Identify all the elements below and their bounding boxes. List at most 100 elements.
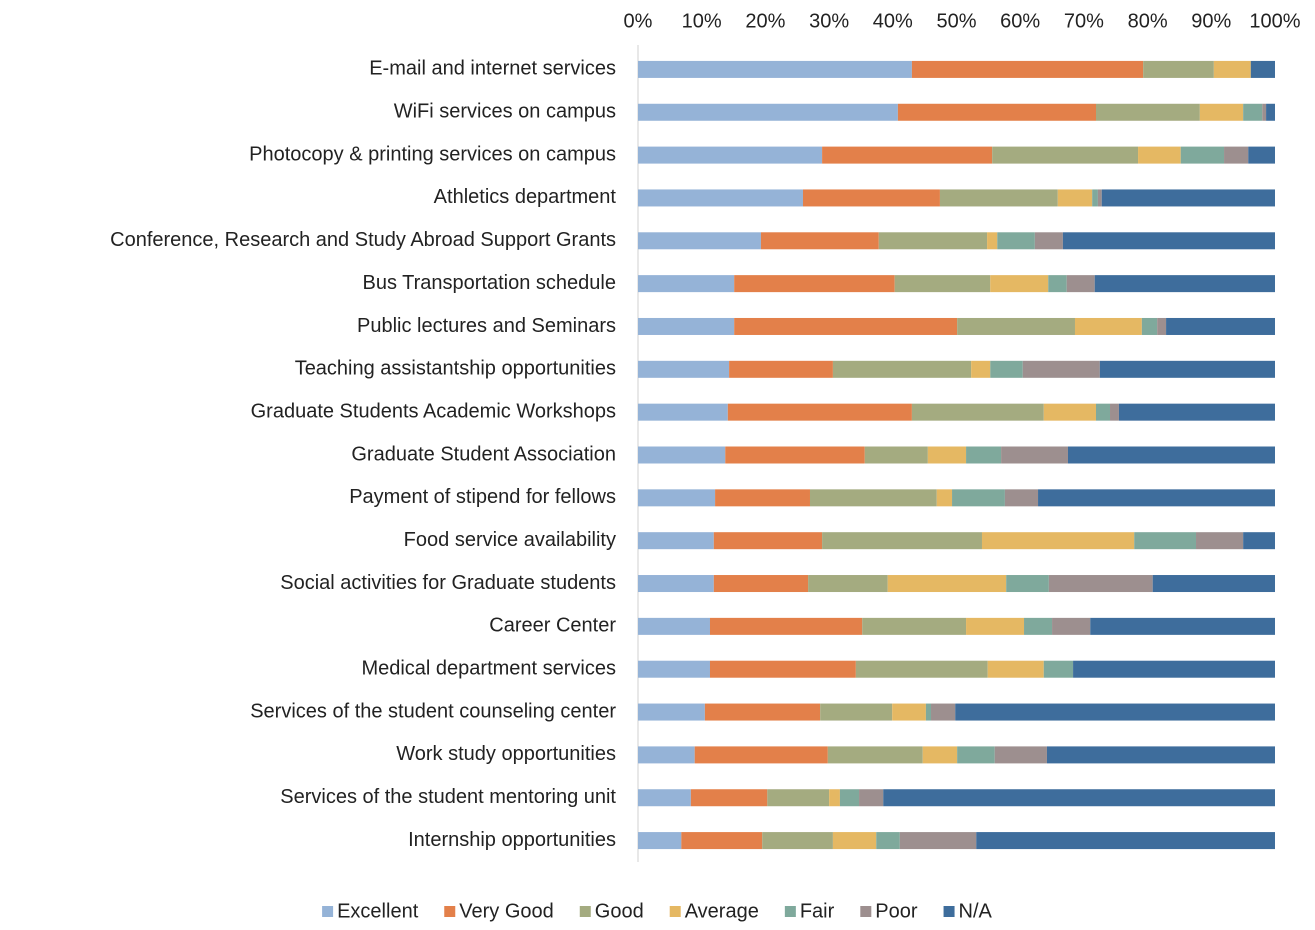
x-tick-label: 40% <box>873 10 913 32</box>
bar-segment <box>727 403 912 421</box>
bar-segment <box>855 660 988 678</box>
bar-segment <box>638 232 761 250</box>
bar-segment <box>1048 275 1067 293</box>
bar-segment <box>1043 403 1097 421</box>
bar-segment <box>809 489 937 507</box>
bar-segment <box>1224 146 1249 164</box>
bar-segment <box>822 146 993 164</box>
bar-segment <box>1152 575 1275 593</box>
bar-segment <box>1046 746 1275 764</box>
legend-label: N/A <box>959 900 993 922</box>
y-tick-label: Bus Transportation schedule <box>363 272 617 294</box>
bar-segment <box>713 532 823 550</box>
bar-segment <box>694 746 828 764</box>
y-tick-label: Payment of stipend for fellows <box>349 486 616 508</box>
bar-segment <box>862 617 967 635</box>
bar-segment <box>638 446 726 464</box>
bar-segment <box>760 232 879 250</box>
bar-segment <box>820 703 893 721</box>
bar-segment <box>839 789 860 807</box>
bar-segment <box>1052 617 1091 635</box>
bar-segment <box>952 489 1005 507</box>
bar-segment <box>1138 146 1181 164</box>
bar-segment <box>1262 103 1267 121</box>
bar-segment <box>936 489 953 507</box>
y-tick-label: Athletics department <box>434 186 617 208</box>
bar-segment <box>957 746 995 764</box>
bar-segment <box>971 360 991 378</box>
legend-swatch <box>322 906 334 917</box>
y-tick-label: E-mail and internet services <box>369 58 616 80</box>
bar-segment <box>709 617 863 635</box>
bar-segment <box>1101 189 1275 207</box>
legend-swatch <box>860 906 872 917</box>
bar-segment <box>713 575 809 593</box>
bar-segment <box>892 703 926 721</box>
legend-swatch <box>943 906 955 917</box>
bar-segment <box>1074 317 1142 335</box>
bar-segment <box>931 703 956 721</box>
bar-segment <box>704 703 821 721</box>
bar-segment <box>734 275 895 293</box>
legend-label: Poor <box>875 900 918 922</box>
bar-segment <box>832 360 972 378</box>
legend-swatch <box>784 906 796 917</box>
y-tick-label: Public lectures and Seminars <box>357 315 616 337</box>
bar-segment <box>1157 317 1167 335</box>
bar-segment <box>922 746 958 764</box>
bar-segment <box>638 403 728 421</box>
bar-segment <box>1034 232 1063 250</box>
bar-segment <box>638 617 710 635</box>
bar-segment <box>638 789 691 807</box>
legend-label: Fair <box>800 900 835 922</box>
bar-segment <box>987 232 998 250</box>
bar-segment <box>638 575 714 593</box>
bar-segment <box>1266 103 1275 121</box>
bar-segment <box>762 832 833 850</box>
bar-segment <box>1166 317 1275 335</box>
y-tick-label: Social activities for Graduate students <box>280 572 616 594</box>
bar-segment <box>927 446 967 464</box>
bar-segment <box>1090 617 1275 635</box>
bar-segment <box>899 832 977 850</box>
bar-segment <box>997 232 1035 250</box>
bar-segment <box>1096 403 1111 421</box>
bar-segment <box>981 532 1135 550</box>
bar-segment <box>1006 575 1049 593</box>
bar-segment <box>832 832 877 850</box>
legend-swatch <box>669 906 681 917</box>
bar-segment <box>638 660 710 678</box>
y-tick-label: Graduate Students Academic Workshops <box>251 400 616 422</box>
bar-segment <box>990 275 1049 293</box>
y-tick-label: Services of the student mentoring unit <box>280 786 616 808</box>
bar-segment <box>690 789 768 807</box>
bar-segment <box>638 275 735 293</box>
bar-segment <box>1110 403 1119 421</box>
bar-segment <box>894 275 991 293</box>
bar-segment <box>1248 146 1275 164</box>
bar-segment <box>897 103 1097 121</box>
bar-segment <box>1143 60 1214 78</box>
bar-segment <box>802 189 940 207</box>
legend-label: Very Good <box>459 900 554 922</box>
bar-segment <box>638 832 682 850</box>
bar-segment <box>1118 403 1275 421</box>
y-tick-label: Food service availability <box>404 529 616 551</box>
bar-segment <box>1038 489 1275 507</box>
bar-segment <box>1001 446 1068 464</box>
legend-label: Good <box>595 900 644 922</box>
bar-segment <box>955 703 1275 721</box>
bar-segment <box>638 146 823 164</box>
bar-segment <box>808 575 888 593</box>
bar-segment <box>822 532 982 550</box>
bar-segment <box>829 789 840 807</box>
x-tick-label: 80% <box>1128 10 1168 32</box>
x-tick-label: 70% <box>1064 10 1104 32</box>
x-tick-label: 20% <box>745 10 785 32</box>
bar-segment <box>1141 317 1158 335</box>
bar-segment <box>734 317 958 335</box>
bar-segment <box>715 489 810 507</box>
y-tick-label: Internship opportunities <box>408 829 616 851</box>
bar-segment <box>638 189 803 207</box>
